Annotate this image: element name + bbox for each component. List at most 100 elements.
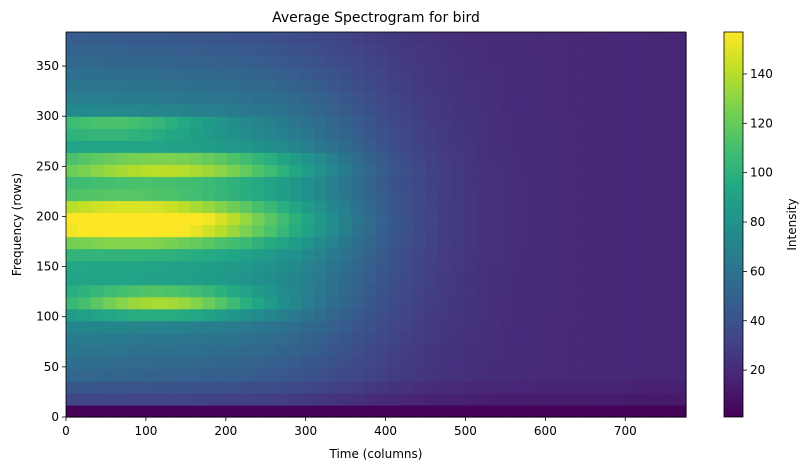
heatmap-cell <box>252 224 265 238</box>
heatmap-cell <box>562 32 575 45</box>
heatmap-cell <box>661 188 675 202</box>
heatmap-cell <box>500 260 513 274</box>
heatmap-cell <box>549 188 563 202</box>
heatmap-cell <box>500 188 513 202</box>
heatmap-cell <box>90 68 104 81</box>
heatmap-cell <box>289 368 303 382</box>
heatmap-cell <box>537 140 551 153</box>
heatmap-cell <box>586 260 600 274</box>
heatmap-cell <box>66 296 79 310</box>
heatmap-cell <box>202 116 216 129</box>
heatmap-cell <box>450 368 464 382</box>
heatmap-cell <box>413 332 427 346</box>
heatmap-cell <box>462 296 476 310</box>
heatmap-cell <box>351 32 365 45</box>
heatmap-cell <box>289 344 303 358</box>
heatmap-cell <box>90 92 104 105</box>
heatmap-cell <box>152 176 166 190</box>
heatmap-cell <box>438 224 451 238</box>
heatmap-cell <box>475 80 489 93</box>
heatmap-cell <box>115 44 129 57</box>
heatmap-cell <box>338 344 352 358</box>
heatmap-cell <box>239 212 253 226</box>
heatmap-cell <box>351 56 365 69</box>
heatmap-cell <box>239 356 253 370</box>
heatmap-cell <box>190 368 203 382</box>
heatmap-cell <box>128 296 141 310</box>
heatmap-cell <box>239 32 253 45</box>
heatmap-cell <box>636 404 650 418</box>
heatmap-cell <box>289 140 303 153</box>
heatmap-cell <box>165 32 179 45</box>
heatmap-cell <box>202 332 216 346</box>
colorbar-label: Intensity <box>785 198 799 250</box>
heatmap-cell <box>338 164 352 177</box>
heatmap-cell <box>376 344 389 358</box>
heatmap-cell <box>574 32 588 45</box>
heatmap-cell <box>140 260 154 274</box>
heatmap-cell <box>524 392 538 406</box>
heatmap-cell <box>413 140 427 153</box>
heatmap-cell <box>524 356 538 370</box>
heatmap-cell <box>388 116 402 129</box>
heatmap-cell <box>586 164 600 177</box>
heatmap-cell <box>90 296 104 310</box>
heatmap-cell <box>487 152 501 165</box>
heatmap-cell <box>202 380 216 394</box>
heatmap-cell <box>450 356 464 370</box>
heatmap-cell <box>586 104 600 117</box>
heatmap-cell <box>388 284 402 298</box>
heatmap-cell <box>624 116 637 129</box>
heatmap-cell <box>574 308 588 322</box>
heatmap-cell <box>314 236 327 250</box>
heatmap-cell <box>512 248 526 262</box>
heatmap-cell <box>276 296 290 310</box>
heatmap-cell <box>152 68 166 81</box>
heatmap-cell <box>661 404 675 418</box>
heatmap-cell <box>586 128 600 141</box>
colorbar-tick-label: 100 <box>750 166 773 180</box>
heatmap-cell <box>301 200 315 214</box>
heatmap-cell <box>450 188 464 202</box>
heatmap-cell <box>574 248 588 262</box>
heatmap-cell <box>475 44 489 57</box>
heatmap-cell <box>648 32 662 45</box>
heatmap-cell <box>115 284 129 298</box>
heatmap-cell <box>624 260 637 274</box>
heatmap-cell <box>512 176 526 190</box>
heatmap-cell <box>202 236 216 250</box>
heatmap-cell <box>214 404 228 418</box>
heatmap-cell <box>611 404 625 418</box>
heatmap-cell <box>413 344 427 358</box>
heatmap-cell <box>599 188 613 202</box>
heatmap-cell <box>562 56 575 69</box>
heatmap-cell <box>673 152 687 165</box>
heatmap-cell <box>140 128 154 141</box>
heatmap-cell <box>636 392 650 406</box>
heatmap-cell <box>624 152 637 165</box>
heatmap-cell <box>214 320 228 334</box>
heatmap-cell <box>239 164 253 177</box>
heatmap-cell <box>78 128 92 141</box>
heatmap-cell <box>475 104 489 117</box>
heatmap-cell <box>413 320 427 334</box>
heatmap-cell <box>227 212 241 226</box>
heatmap-cell <box>599 32 613 45</box>
heatmap-cell <box>165 188 179 202</box>
heatmap-cell <box>66 80 79 93</box>
heatmap-cell <box>636 188 650 202</box>
heatmap-cell <box>202 308 216 322</box>
heatmap-cell <box>624 284 637 298</box>
heatmap-cell <box>301 344 315 358</box>
heatmap-cell <box>78 320 92 334</box>
heatmap-cell <box>115 200 129 214</box>
heatmap-cell <box>599 272 613 286</box>
plot-frame <box>65 31 687 418</box>
heatmap-cell <box>152 260 166 274</box>
heatmap-cell <box>648 92 662 105</box>
heatmap-cell <box>289 212 303 226</box>
heatmap-cell <box>599 260 613 274</box>
heatmap-cell <box>487 344 501 358</box>
heatmap-cell <box>363 164 377 177</box>
heatmap-cell <box>103 68 117 81</box>
